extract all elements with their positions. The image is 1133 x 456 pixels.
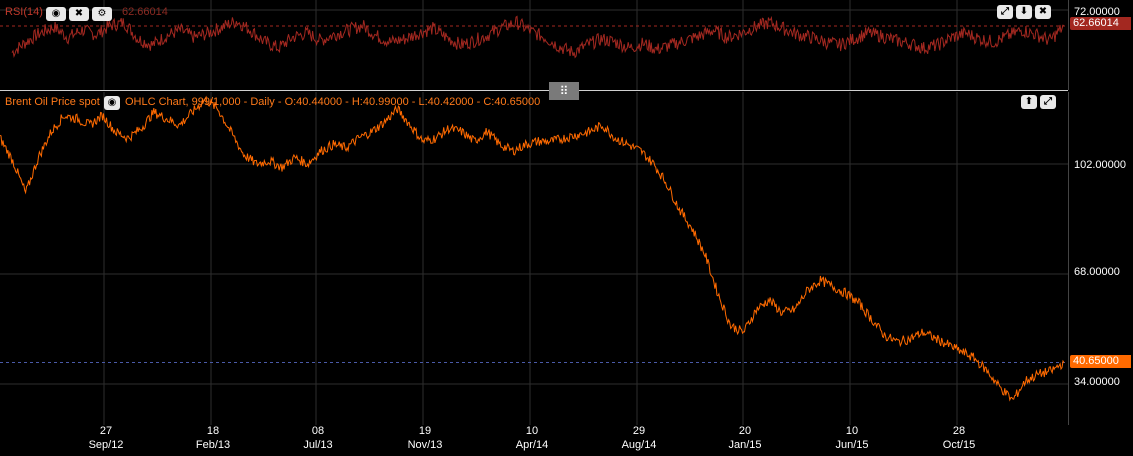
eye-icon[interactable]: ◉ [46, 7, 66, 21]
x-tick: 28 Oct/15 [942, 425, 976, 451]
close-icon[interactable]: ✖ [1035, 5, 1051, 19]
rsi-toolbar: ◉ ✖ ⚙ [46, 7, 112, 21]
gear-icon[interactable]: ⚙ [92, 7, 112, 21]
y-axis-label-3: 34.00000 [1074, 376, 1120, 388]
y-axis-label-2: 68.00000 [1074, 266, 1120, 278]
price-last-value-tag: 40.65000 [1070, 355, 1131, 368]
x-tick: 10 Jun/15 [835, 425, 869, 451]
x-tick: 29 Aug/14 [621, 425, 657, 451]
x-tick: 27 Sep/12 [88, 425, 124, 451]
x-tick: 20 Jan/15 [728, 425, 762, 451]
price-panel[interactable]: Brent Oil Price spot ◉ OHLC Chart, 999/1… [0, 92, 1133, 425]
rsi-chart[interactable] [0, 0, 1133, 90]
ohlc-info: OHLC Chart, 999/1,000 - Daily - O:40.440… [125, 96, 541, 108]
y-axis-label-1: 102.00000 [1074, 159, 1126, 171]
maximize-icon[interactable]: ⤢ [1040, 95, 1056, 109]
rsi-title: RSI(14) [5, 6, 43, 18]
splitter-grip-icon[interactable]: ⠿ [549, 82, 579, 100]
price-series-line [0, 95, 1065, 402]
x-axis: 27 Sep/12 18 Feb/13 08 Jul/13 19 Nov/13 10 Ap… [0, 425, 1133, 456]
rsi-y-label: 72.00000 [1074, 6, 1120, 18]
eye-icon[interactable]: ◉ [104, 96, 120, 110]
close-icon[interactable]: ✖ [69, 7, 89, 21]
arrow-up-icon[interactable]: ⬆ [1021, 95, 1037, 109]
price-title: Brent Oil Price spot [5, 96, 100, 108]
rsi-series-line [11, 15, 1065, 59]
rsi-current-value: 62.66014 [122, 6, 168, 18]
rsi-last-value-tag: 62.66014 [1070, 17, 1131, 30]
x-tick: 19 Nov/13 [407, 425, 443, 451]
rsi-window-controls: ⤢ ⬇ ✖ [997, 5, 1051, 19]
panel-splitter[interactable] [0, 90, 1068, 91]
price-window-controls: ⬆ ⤢ [1021, 95, 1056, 109]
x-tick: 08 Jul/13 [303, 425, 333, 451]
rsi-panel[interactable]: RSI(14) ◉ ✖ ⚙ 62.66014 ⤢ ⬇ ✖ 72.00000 62… [0, 0, 1133, 90]
x-tick: 10 Apr/14 [515, 425, 549, 451]
price-chart[interactable] [0, 92, 1133, 425]
maximize-icon[interactable]: ⤢ [997, 5, 1013, 19]
arrow-down-icon[interactable]: ⬇ [1016, 5, 1032, 19]
x-tick: 18 Feb/13 [195, 425, 231, 451]
